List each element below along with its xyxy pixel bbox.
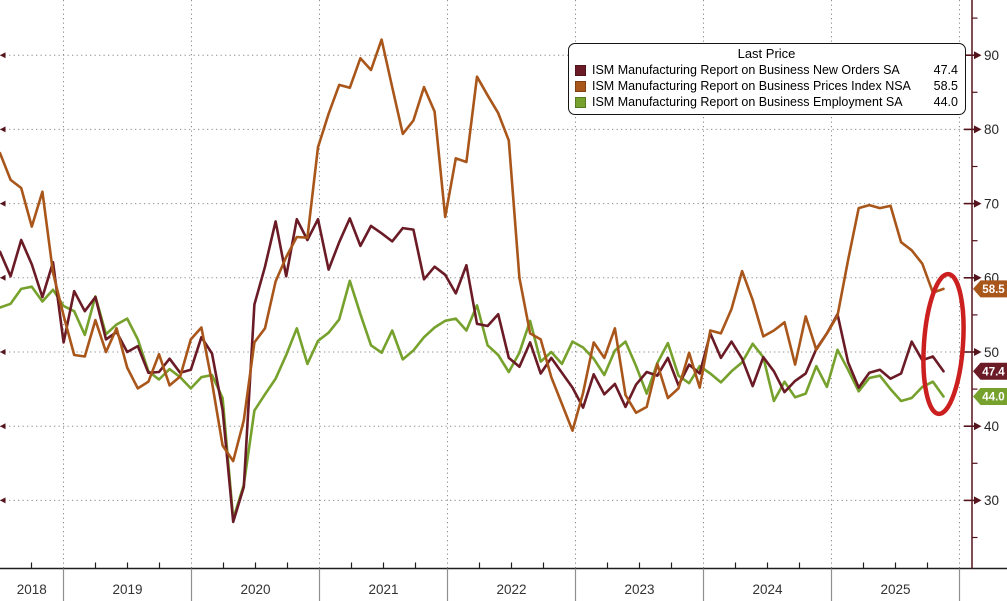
legend-series-value: 44.0: [933, 95, 958, 109]
legend-swatch-icon: [575, 80, 586, 92]
y-tick-arrow-icon: [974, 273, 982, 282]
y-axis-tick-label: 90: [984, 48, 999, 63]
y-axis-tick-label: 30: [984, 493, 999, 508]
x-axis-year-label: 2019: [112, 582, 142, 597]
x-axis-year-label: 2020: [240, 582, 270, 597]
legend-series-label: ISM Manufacturing Report on Business New…: [592, 63, 900, 77]
x-axis-year-label: 2022: [496, 582, 526, 597]
y-axis-tick-label: 80: [984, 122, 999, 137]
legend-series-value: 58.5: [933, 79, 958, 93]
legend-item: ISM Manufacturing Report on Business Pri…: [575, 78, 958, 94]
y-tick-arrow-icon: [974, 348, 982, 356]
y-tick-arrow-icon: [974, 51, 982, 60]
y-axis-tick-label: 50: [984, 345, 999, 360]
highlight-ellipse-annotation: [921, 271, 966, 417]
x-axis-year-label: 2025: [880, 582, 910, 597]
last-price-badge: 47.4: [973, 362, 1007, 380]
series-line-new-orders: [0, 217, 945, 524]
legend-series-value: 47.4: [933, 63, 958, 77]
x-axis-year-label: 2024: [752, 582, 783, 597]
legend-series-label: ISM Manufacturing Report on Business Pri…: [592, 79, 911, 93]
x-axis-year-label: 2023: [624, 582, 654, 597]
x-axis-year-label: 2021: [368, 582, 398, 597]
y-axis-tick-label: 70: [984, 196, 999, 211]
last-price-badge-value: 44.0: [982, 392, 1004, 404]
horizontal-gridlines: [0, 54, 972, 501]
last-price-badge: 44.0: [973, 388, 1007, 406]
y-tick-arrow-icon: [974, 125, 982, 134]
y-tick-arrow-icon: [974, 496, 982, 505]
legend-series-label: ISM Manufacturing Report on Business Emp…: [592, 95, 903, 109]
series-line-prices-index: [0, 38, 945, 463]
data-series-lines: [0, 38, 945, 524]
y-tick-arrow-icon: [974, 422, 982, 431]
legend-rows: ISM Manufacturing Report on Business New…: [575, 62, 958, 110]
y-tick-arrow-icon: [974, 199, 982, 208]
left-edge-ticks: [0, 52, 6, 504]
legend-swatch-icon: [575, 64, 586, 76]
last-price-badge-value: 47.4: [982, 366, 1005, 378]
last-price-badge-value: 58.5: [982, 284, 1005, 296]
legend-box: Last Price ISM Manufacturing Report on B…: [568, 43, 966, 115]
legend-swatch-icon: [575, 96, 586, 108]
x-axis: 2018 2019 2020 2021 2022 2023 2024 2025: [0, 562, 1007, 601]
y-axis-tick-label: 40: [984, 419, 999, 434]
last-price-badge: 58.5: [973, 280, 1007, 298]
legend-item: ISM Manufacturing Report on Business New…: [575, 62, 958, 78]
series-line-employment: [0, 279, 945, 521]
legend-title: Last Price: [737, 46, 796, 61]
x-axis-year-label: 2018: [17, 582, 47, 597]
legend-item: ISM Manufacturing Report on Business Emp…: [575, 94, 958, 110]
last-price-badges: 47.4 58.5 44.0: [973, 280, 1007, 406]
red-circle-annotation: [921, 271, 966, 417]
